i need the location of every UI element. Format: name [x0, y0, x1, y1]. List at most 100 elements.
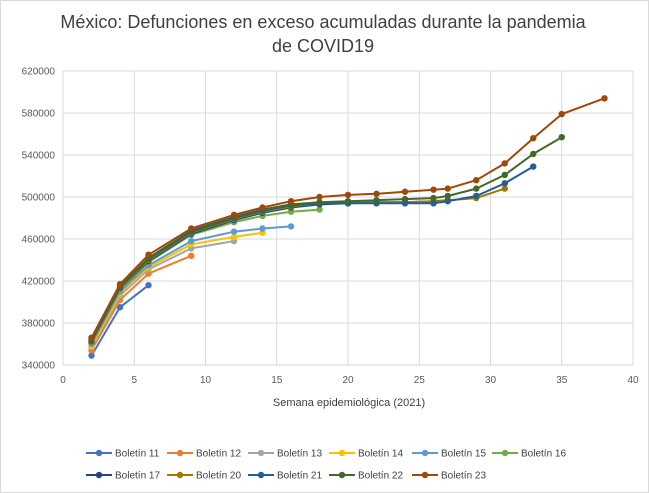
data-point: [287, 198, 295, 205]
data-point: [430, 186, 437, 193]
series-line: [90, 165, 534, 342]
data-point: [558, 110, 565, 118]
x-tick-label: 15: [271, 375, 283, 386]
legend-label: Boletín 14: [358, 449, 403, 460]
x-tick-label: 0: [60, 375, 66, 386]
legend-marker: [95, 449, 103, 457]
legend-item: Boletín 11: [86, 449, 160, 460]
data-point: [145, 282, 152, 289]
chart-title-line2: de COVID19: [272, 36, 374, 56]
x-tick-label: 25: [414, 375, 426, 386]
data-point: [230, 211, 238, 219]
y-tick-label: 500000: [22, 193, 56, 204]
series-bolet-n-23: [88, 95, 608, 341]
data-point: [530, 163, 537, 170]
data-point: [116, 304, 124, 311]
x-tick-label: 35: [556, 375, 568, 386]
legend-item: Boletín 23: [412, 471, 486, 482]
legend-item: Boletín 21: [248, 471, 322, 482]
legend-item: Boletín 20: [167, 471, 241, 482]
legend-label: Boletín 12: [196, 449, 241, 460]
legend-label: Boletín 15: [441, 449, 486, 460]
legend-label: Boletín 11: [115, 449, 160, 460]
data-point: [401, 188, 409, 195]
legend-marker: [176, 449, 184, 457]
data-point: [530, 135, 537, 142]
y-tick-label: 340000: [22, 361, 56, 372]
data-point: [473, 192, 480, 200]
data-point: [558, 133, 565, 141]
data-point: [344, 198, 352, 205]
y-tick-label: 540000: [22, 151, 56, 162]
y-tick-label: 620000: [22, 67, 56, 78]
x-axis-tick-labels: 0 5 10 15 20 25 30 35 40: [60, 375, 639, 386]
data-point: [344, 191, 352, 199]
legend-label: Boletín 20: [196, 471, 241, 482]
legend-marker: [501, 449, 509, 457]
data-series: [88, 95, 608, 359]
legend: Boletín 11 Boletín 12 Boletín 13 Boletín 14…: [86, 449, 566, 482]
x-tick-label: 10: [200, 375, 212, 386]
data-point: [188, 225, 195, 232]
data-point: [88, 334, 95, 341]
data-point: [259, 225, 266, 232]
legend-item: Boletín 12: [167, 449, 241, 460]
y-tick-label: 380000: [22, 319, 56, 330]
series-bolet-n-22: [88, 133, 565, 343]
legend-label: Boletín 23: [441, 471, 486, 482]
data-point: [230, 228, 238, 235]
chart-title-line1: México: Defunciones en exceso acumuladas…: [60, 12, 586, 32]
series-line: [90, 97, 605, 339]
data-point: [444, 185, 451, 192]
data-point: [530, 150, 537, 158]
x-axis-title: Semana epidemiológica (2021): [273, 397, 425, 409]
series-bolet-n-13: [88, 237, 238, 351]
data-point: [373, 190, 380, 198]
data-point: [473, 177, 480, 184]
x-tick-label: 40: [627, 375, 639, 386]
data-point: [230, 233, 238, 241]
series-line: [90, 254, 192, 351]
data-point: [88, 352, 95, 359]
legend-item: Boletín 22: [329, 471, 403, 482]
legend-label: Boletín 17: [115, 471, 160, 482]
y-tick-label: 460000: [22, 235, 56, 246]
data-point: [501, 171, 508, 179]
data-point: [116, 280, 124, 288]
legend-label: Boletín 22: [358, 471, 403, 482]
legend-item: Boletín 13: [248, 449, 322, 460]
data-point: [501, 160, 508, 167]
y-tick-label: 420000: [22, 277, 56, 288]
legend-marker: [95, 471, 103, 479]
legend-marker: [257, 449, 265, 457]
gridlines: [62, 70, 634, 366]
y-tick-label: 580000: [22, 109, 56, 120]
legend-item: Boletín 17: [86, 471, 160, 482]
series-line: [90, 231, 263, 347]
data-point: [145, 251, 152, 258]
data-point: [430, 194, 437, 202]
legend-marker: [421, 449, 429, 457]
legend-label: Boletín 13: [277, 449, 322, 460]
x-tick-label: 5: [131, 375, 137, 386]
legend-marker: [257, 471, 265, 479]
legend-marker: [338, 471, 346, 479]
data-point: [444, 198, 451, 205]
legend-label: Boletín 21: [277, 471, 322, 482]
legend-marker: [421, 471, 429, 479]
series-bolet-n-11: [88, 282, 152, 359]
data-point: [601, 95, 608, 102]
data-point: [316, 199, 323, 206]
legend-item: Boletín 15: [412, 449, 486, 460]
data-point: [473, 185, 480, 192]
legend-marker: [338, 449, 346, 457]
legend-item: Boletín 14: [329, 449, 403, 460]
data-point: [316, 193, 323, 201]
data-point: [444, 192, 451, 200]
series-bolet-n-14: [88, 229, 266, 350]
data-point: [430, 200, 437, 207]
data-point: [501, 180, 508, 187]
legend-label: Boletín 16: [521, 449, 566, 460]
